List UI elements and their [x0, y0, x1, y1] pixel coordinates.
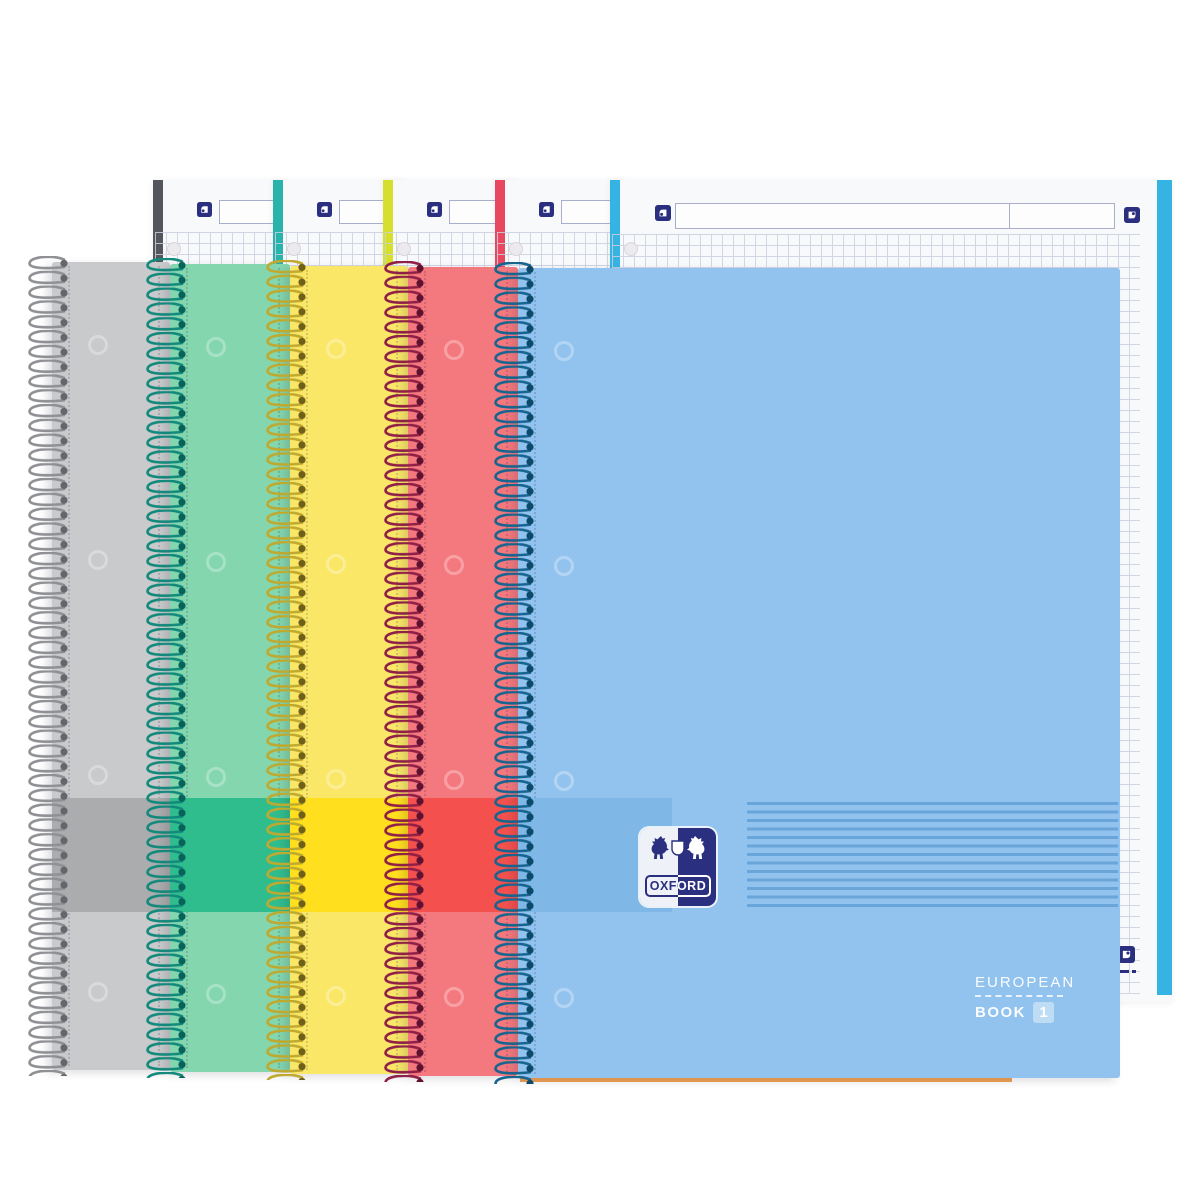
- rivet-hole: [444, 340, 464, 360]
- lion-icon: [687, 835, 709, 861]
- rivet-hole: [326, 554, 346, 574]
- spiral-binding: [24, 256, 70, 1076]
- punch-hole: [624, 242, 638, 256]
- corner-mark-icon: [317, 202, 332, 217]
- corner-mark-icon: [655, 205, 671, 221]
- bookmark-tab: [1157, 180, 1172, 995]
- rivet-hole: [88, 765, 108, 785]
- rivet-hole: [444, 987, 464, 1007]
- product-line-name: BOOK: [975, 1004, 1026, 1021]
- notebook-blue-front: OXFORD OXFORD EUROPEAN BOOK 1: [490, 262, 1120, 1084]
- punch-hole: [287, 242, 301, 256]
- rivet-hole: [206, 767, 226, 787]
- oxford-logo: OXFORD OXFORD: [640, 828, 716, 906]
- pinstripe-block: [747, 802, 1118, 911]
- spiral-binding: [262, 260, 308, 1080]
- registration-mark: [1132, 970, 1136, 973]
- rivet-hole: [554, 771, 574, 791]
- product-line-text: EUROPEAN BOOK 1: [975, 974, 1075, 1023]
- rivet-hole: [206, 337, 226, 357]
- cover: OXFORD OXFORD EUROPEAN BOOK 1: [518, 268, 1120, 1078]
- rivet-hole: [554, 341, 574, 361]
- dashed-separator: [975, 995, 1063, 997]
- rivet-hole: [554, 556, 574, 576]
- spiral-binding: [490, 262, 536, 1084]
- rivet-hole: [326, 769, 346, 789]
- product-line-name: EUROPEAN: [975, 974, 1076, 991]
- punch-hole: [167, 242, 181, 256]
- edition-number-badge: 1: [1033, 1002, 1054, 1023]
- rivet-hole: [206, 552, 226, 572]
- lion-icon: [647, 835, 669, 861]
- name-box: [675, 203, 1115, 229]
- shield-icon: [671, 840, 685, 857]
- rivet-hole: [444, 555, 464, 575]
- rivet-hole: [554, 988, 574, 1008]
- corner-mark-icon: [1124, 207, 1140, 223]
- rivet-hole: [206, 984, 226, 1004]
- bookmark-tab: [383, 180, 393, 280]
- rivet-hole: [326, 986, 346, 1006]
- rivet-hole: [444, 770, 464, 790]
- rivet-hole: [326, 339, 346, 359]
- brand-wordmark: OXFORD: [678, 875, 711, 897]
- corner-mark-icon: [197, 202, 212, 217]
- corner-mark-icon: [427, 202, 442, 217]
- brand-wordmark: OXFORD: [645, 875, 678, 897]
- punch-hole: [397, 242, 411, 256]
- registration-mark: [1118, 970, 1129, 973]
- bookmark-tab: [153, 180, 163, 280]
- spiral-binding: [380, 261, 426, 1082]
- spiral-binding: [142, 258, 188, 1078]
- rivet-hole: [88, 335, 108, 355]
- bookmark-tab: [273, 180, 283, 280]
- name-box-divider: [1008, 204, 1010, 228]
- rivet-hole: [88, 982, 108, 1002]
- corner-mark-icon: [539, 202, 554, 217]
- corner-mark-icon: [1118, 946, 1135, 963]
- punch-hole: [509, 242, 523, 256]
- name-box: [219, 200, 281, 224]
- rivet-hole: [88, 550, 108, 570]
- bookmark-tab: [495, 180, 505, 280]
